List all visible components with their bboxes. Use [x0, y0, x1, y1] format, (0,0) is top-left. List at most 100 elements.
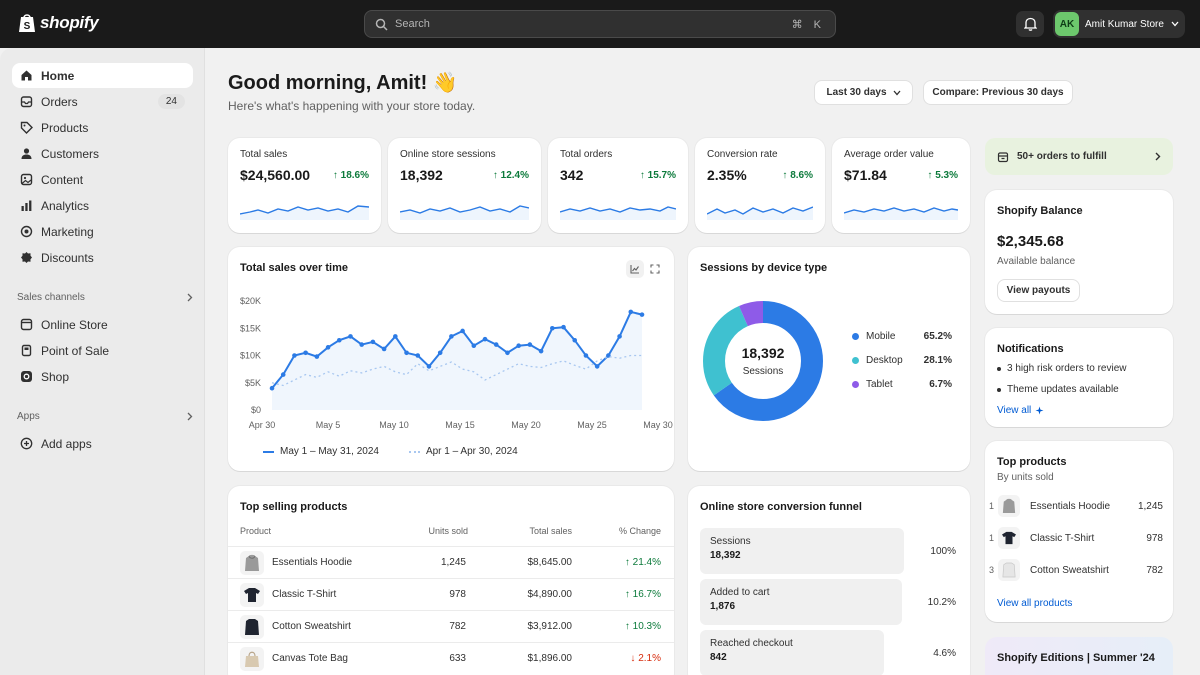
- sidebar-item-content[interactable]: Content: [12, 167, 193, 192]
- sales-channels-header[interactable]: Sales channels: [17, 292, 193, 303]
- sidebar-item-label: Point of Sale: [41, 343, 110, 358]
- data-point[interactable]: [336, 337, 342, 343]
- search-input[interactable]: Search ⌘ K: [364, 10, 836, 38]
- x-tick-label: May 15: [445, 420, 475, 430]
- sidebar-item-shop[interactable]: Shop: [12, 364, 193, 389]
- notification-item[interactable]: 3 high risk orders to review: [997, 363, 1127, 374]
- data-point[interactable]: [426, 364, 432, 369]
- table-row[interactable]: Cotton Sweatshirt 782 $3,912.00 ↑ 10.3%: [228, 610, 674, 642]
- data-point[interactable]: [269, 385, 275, 391]
- data-point[interactable]: [572, 337, 578, 343]
- sidebar-item-orders[interactable]: Orders 24: [12, 89, 193, 114]
- data-point[interactable]: [280, 372, 286, 377]
- sidebar-item-analytics[interactable]: Analytics: [12, 193, 193, 218]
- data-point[interactable]: [359, 342, 364, 347]
- series-line-current: [271, 310, 643, 389]
- data-point[interactable]: [527, 342, 533, 347]
- orders-to-fulfill-banner[interactable]: 50+ orders to fulfill: [985, 138, 1173, 175]
- shopify-logo[interactable]: S shopify: [18, 12, 99, 33]
- data-point[interactable]: [538, 348, 544, 354]
- device-donut-chart: [703, 301, 823, 421]
- add-apps-button[interactable]: Add apps: [12, 431, 193, 456]
- data-point[interactable]: [482, 336, 488, 342]
- metric-card-total-orders[interactable]: Total orders 342 ↑ 15.7%: [548, 138, 688, 233]
- top-product-row[interactable]: 3 Cotton Sweatshirt 782: [985, 556, 1173, 586]
- data-point[interactable]: [583, 353, 589, 358]
- bell-icon: [1023, 17, 1037, 31]
- data-point[interactable]: [606, 353, 611, 358]
- view-all-notifications-link[interactable]: View all: [997, 405, 1044, 416]
- chevron-right-icon: [1155, 152, 1161, 161]
- sidebar-item-home[interactable]: Home: [12, 63, 193, 88]
- legend-value: 65.2%: [923, 331, 952, 342]
- donut-slice-tablet[interactable]: [703, 301, 823, 421]
- notification-item[interactable]: Theme updates available: [997, 384, 1119, 395]
- data-point[interactable]: [437, 350, 443, 356]
- data-point[interactable]: [303, 350, 308, 356]
- top-product-row[interactable]: 1 Classic T-Shirt 978: [985, 524, 1173, 554]
- product-thumbnail: [998, 495, 1020, 517]
- data-point[interactable]: [292, 353, 297, 358]
- date-range-label: Last 30 days: [826, 87, 887, 98]
- data-point[interactable]: [493, 342, 499, 347]
- table-row[interactable]: Canvas Tote Bag 633 $1,896.00 ↓ 2.1%: [228, 642, 674, 674]
- table-row[interactable]: Classic T-Shirt 978 $4,890.00 ↑ 16.7%: [228, 578, 674, 610]
- donut-slice-desktop[interactable]: [703, 301, 823, 421]
- keyboard-shortcut: ⌘ K: [791, 18, 825, 31]
- notifications-button[interactable]: [1016, 11, 1044, 37]
- apps-header[interactable]: Apps: [17, 411, 193, 422]
- funnel-step-reached-checkout[interactable]: Reached checkout 842: [700, 630, 884, 675]
- date-range-button[interactable]: Last 30 days: [814, 80, 913, 105]
- expand-chart-button[interactable]: [646, 260, 664, 278]
- legend-label: Apr 1 – Apr 30, 2024: [425, 446, 518, 457]
- compare-button[interactable]: Compare: Previous 30 days: [923, 80, 1073, 105]
- funnel-step-sessions[interactable]: Sessions 18,392: [700, 528, 904, 574]
- view-all-products-link[interactable]: View all products: [997, 598, 1073, 609]
- store-switcher[interactable]: AK Amit Kumar Store: [1053, 10, 1185, 38]
- sidebar-item-marketing[interactable]: Marketing: [12, 219, 193, 244]
- sidebar-item-products[interactable]: Products: [12, 115, 193, 140]
- box-icon: [997, 151, 1009, 162]
- line-chart-icon: [630, 265, 639, 274]
- data-point[interactable]: [449, 334, 454, 339]
- metric-card-sessions[interactable]: Online store sessions 18,392 ↑ 12.4%: [388, 138, 541, 233]
- data-point[interactable]: [516, 343, 521, 348]
- data-point[interactable]: [550, 325, 555, 331]
- sidebar-item-point-of-sale[interactable]: Point of Sale: [12, 338, 193, 363]
- view-payouts-button[interactable]: View payouts: [997, 279, 1080, 302]
- metric-card-conversion-rate[interactable]: Conversion rate 2.35% ↑ 8.6%: [695, 138, 825, 233]
- top-product-row[interactable]: 1 Essentials Hoodie 1,245: [985, 492, 1173, 522]
- sidebar-item-customers[interactable]: Customers: [12, 141, 193, 166]
- data-point[interactable]: [325, 345, 331, 350]
- data-point[interactable]: [617, 334, 622, 339]
- data-point[interactable]: [594, 364, 600, 369]
- sidebar-item-discounts[interactable]: Discounts: [12, 245, 193, 270]
- sidebar-item-online-store[interactable]: Online Store: [12, 312, 193, 337]
- data-point[interactable]: [404, 350, 409, 356]
- data-point[interactable]: [505, 350, 510, 356]
- data-point[interactable]: [348, 334, 353, 339]
- data-point[interactable]: [314, 354, 320, 359]
- compare-label: Compare: Previous 30 days: [932, 87, 1064, 98]
- editions-card[interactable]: Shopify Editions | Summer '24: [985, 637, 1173, 675]
- data-point[interactable]: [471, 343, 477, 348]
- funnel-step-added-to-cart[interactable]: Added to cart 1,876: [700, 579, 902, 625]
- data-point[interactable]: [460, 328, 465, 334]
- card-title: Sessions by device type: [700, 262, 828, 274]
- metric-card-total-sales[interactable]: Total sales $24,560.00 ↑ 18.6%: [228, 138, 381, 233]
- table-row[interactable]: Essentials Hoodie 1,245 $8,645.00 ↑ 21.4…: [228, 546, 674, 578]
- data-point[interactable]: [639, 312, 645, 317]
- data-point[interactable]: [561, 324, 566, 330]
- metric-card-average-order-value[interactable]: Average order value $71.84 ↑ 5.3%: [832, 138, 970, 233]
- data-point[interactable]: [381, 346, 387, 352]
- data-point[interactable]: [370, 339, 376, 345]
- sparkline: [560, 206, 676, 220]
- data-point[interactable]: [628, 309, 634, 315]
- data-point[interactable]: [393, 334, 398, 339]
- chart-type-button[interactable]: [626, 260, 644, 278]
- chevron-right-icon: [187, 293, 193, 302]
- data-point[interactable]: [415, 353, 421, 358]
- product-name: Essentials Hoodie: [272, 557, 353, 568]
- chevron-right-icon: [187, 412, 193, 421]
- x-tick-label: Apr 30: [249, 420, 276, 430]
